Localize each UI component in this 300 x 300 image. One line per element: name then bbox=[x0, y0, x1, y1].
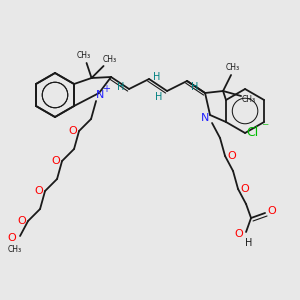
Text: O: O bbox=[69, 126, 77, 136]
Text: O: O bbox=[235, 229, 243, 239]
Text: ⁻: ⁻ bbox=[261, 121, 269, 135]
Text: N: N bbox=[201, 113, 209, 123]
Text: H: H bbox=[245, 238, 253, 248]
Text: O: O bbox=[18, 216, 26, 226]
Text: CH₃: CH₃ bbox=[242, 94, 256, 103]
Text: H: H bbox=[117, 82, 125, 92]
Text: H: H bbox=[153, 72, 161, 82]
Text: O: O bbox=[8, 233, 16, 243]
Text: CH₃: CH₃ bbox=[226, 62, 240, 71]
Text: O: O bbox=[241, 184, 249, 194]
Text: CH₃: CH₃ bbox=[103, 56, 117, 64]
Text: +: + bbox=[102, 84, 110, 94]
Text: Cl: Cl bbox=[246, 125, 258, 139]
Text: O: O bbox=[35, 186, 44, 196]
Text: N: N bbox=[96, 90, 104, 100]
Text: O: O bbox=[268, 206, 276, 216]
Text: H: H bbox=[191, 82, 199, 92]
Text: O: O bbox=[228, 151, 236, 161]
Text: CH₃: CH₃ bbox=[8, 245, 22, 254]
Text: H: H bbox=[155, 92, 163, 102]
Text: O: O bbox=[52, 156, 60, 166]
Text: CH₃: CH₃ bbox=[76, 52, 91, 61]
